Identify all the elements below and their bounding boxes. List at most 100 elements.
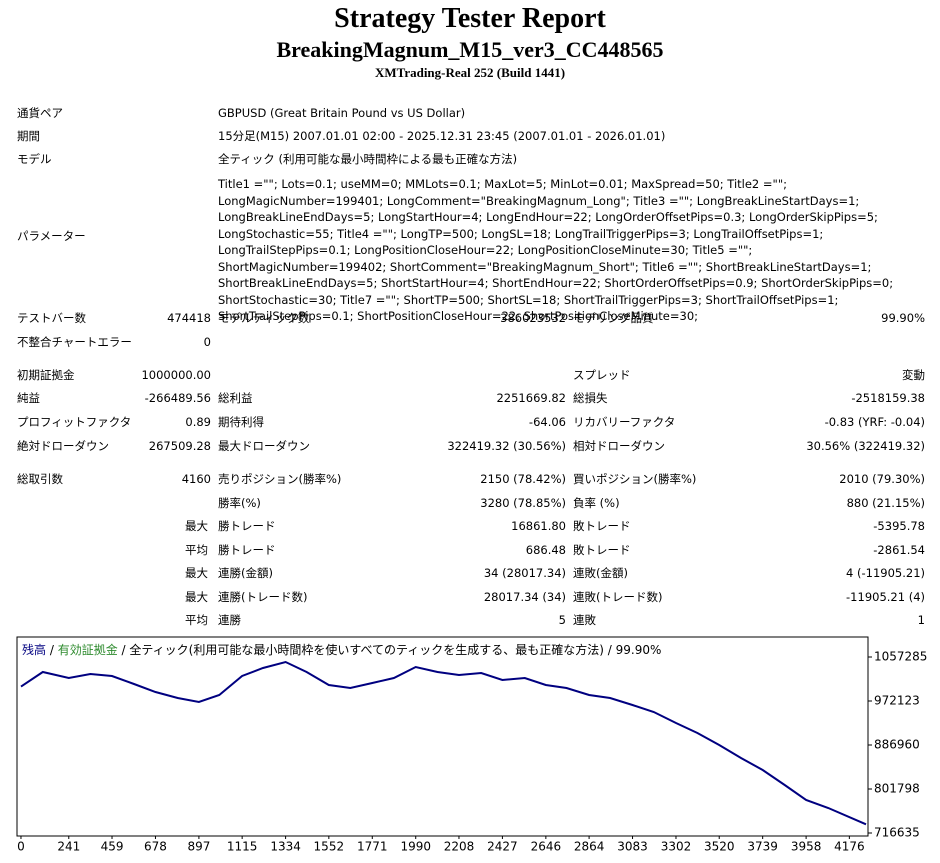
stat-value: 322419.32 (30.56%) xyxy=(447,439,566,453)
legend-balance: 残高 xyxy=(22,642,46,657)
stat-value: 2251669.82 xyxy=(496,391,566,405)
stat-value: 0.89 xyxy=(185,415,211,429)
stat-value: 28017.34 (34) xyxy=(483,590,566,604)
x-tick-label: 1771 xyxy=(357,840,388,854)
x-tick-label: 2864 xyxy=(574,840,605,854)
stat-label: 敗トレード xyxy=(573,543,631,557)
stat-prefix: 平均 xyxy=(185,543,208,557)
legend: 残高 / 有効証拠金 / 全ティック(利用可能な最小時間枠を使いすべてのティック… xyxy=(22,642,661,657)
stat-label: 期待利得 xyxy=(218,415,264,429)
stat-value: 1000000.00 xyxy=(141,368,211,382)
stat-value: 267509.28 xyxy=(148,439,211,453)
stat-label: 勝トレード xyxy=(218,543,276,557)
stat-value: -5395.78 xyxy=(873,519,925,533)
x-tick-label: 459 xyxy=(101,840,124,854)
subtitle: BreakingMagnum_M15_ver3_CC448565 xyxy=(276,37,664,62)
legend-equity: 有効証拠金 xyxy=(58,642,118,657)
x-tick-label: 2646 xyxy=(531,840,562,854)
stat-value: 5 xyxy=(558,613,566,627)
stat-label: 連勝(金額) xyxy=(218,566,273,580)
x-tick-label: 1115 xyxy=(227,840,258,854)
stat-label: 敗トレード xyxy=(573,519,631,533)
x-tick-label: 0 xyxy=(17,840,25,854)
stat-value: 1 xyxy=(917,613,925,627)
y-tick-label: 1057285 xyxy=(874,649,927,663)
stat-value: 2150 (78.42%) xyxy=(480,472,566,486)
x-tick-label: 241 xyxy=(57,840,80,854)
stat-value: 474418 xyxy=(167,311,211,325)
stat-value: -64.06 xyxy=(528,415,566,429)
stat-value: 386023532 xyxy=(500,311,566,325)
info-value: 全ティック (利用可能な最小時間枠による最も正確な方法) xyxy=(218,152,518,166)
info-label: 期間 xyxy=(17,129,40,143)
stat-label: 勝トレード xyxy=(218,519,276,533)
y-tick-label: 886960 xyxy=(874,738,920,752)
stat-label: 負率 (%) xyxy=(573,496,620,510)
stat-label: 初期証拠金 xyxy=(17,368,75,382)
stat-label: 純益 xyxy=(17,391,40,405)
info-label: モデル xyxy=(17,152,52,166)
stat-label: 総利益 xyxy=(218,391,253,405)
stat-value: 34 (28017.34) xyxy=(483,566,566,580)
info-label: 通貨ペア xyxy=(17,106,63,120)
stat-prefix: 最大 xyxy=(185,566,208,580)
x-tick-label: 1990 xyxy=(400,840,431,854)
stat-value: 変動 xyxy=(902,368,925,382)
x-tick-label: 897 xyxy=(187,840,210,854)
x-tick-label: 3958 xyxy=(791,840,822,854)
stat-value: 4 (-11905.21) xyxy=(846,566,925,580)
stat-label: 買いポジション(勝率%) xyxy=(573,472,697,486)
y-tick-label: 972123 xyxy=(874,693,920,707)
x-tick-label: 2427 xyxy=(487,840,518,854)
stat-label: テストバー数 xyxy=(17,311,86,325)
stat-label: 絶対ドローダウン xyxy=(17,439,109,453)
stat-label: 連敗(トレード数) xyxy=(573,590,663,604)
stat-label: 不整合チャートエラー xyxy=(17,335,132,349)
title: Strategy Tester Report xyxy=(334,3,606,34)
stat-label: モデルティック数 xyxy=(218,311,310,325)
stat-value: -266489.56 xyxy=(144,391,211,405)
stat-label: 総損失 xyxy=(573,391,608,405)
x-tick-label: 678 xyxy=(144,840,167,854)
stat-value: -0.83 (YRF: -0.04) xyxy=(824,415,925,429)
stat-label: 連敗 xyxy=(573,613,596,627)
parameters: Title1 =""; Lots=0.1; useMM=0; MMLots=0.… xyxy=(218,177,894,323)
stat-label: 連勝(トレード数) xyxy=(218,590,308,604)
x-tick-label: 3302 xyxy=(661,840,692,854)
legend-separator: / xyxy=(46,643,58,657)
x-tick-label: 1334 xyxy=(270,840,301,854)
stat-value: 686.48 xyxy=(525,543,566,557)
info-value: GBPUSD (Great Britain Pound vs US Dollar… xyxy=(218,106,466,120)
stat-value: 16861.80 xyxy=(511,519,566,533)
balance-line xyxy=(20,660,867,826)
x-tick-label: 3083 xyxy=(617,840,648,854)
x-tick-label: 3520 xyxy=(704,840,735,854)
x-tick-label: 3739 xyxy=(747,840,778,854)
plot-frame xyxy=(16,636,869,837)
x-tick-label: 1552 xyxy=(314,840,345,854)
stat-label: モデリング品質 xyxy=(573,311,654,325)
stat-value: 3280 (78.85%) xyxy=(480,496,566,510)
stat-label: 総取引数 xyxy=(17,472,63,486)
stat-label: 売りポジション(勝率%) xyxy=(218,472,342,486)
stat-label: スプレッド xyxy=(573,368,631,382)
stat-prefix: 最大 xyxy=(185,519,208,533)
build: XMTrading-Real 252 (Build 1441) xyxy=(374,65,566,80)
stat-value: -2518159.38 xyxy=(851,391,925,405)
stat-value: 0 xyxy=(203,335,211,349)
stat-label: 連敗(金額) xyxy=(573,566,628,580)
x-tick-label: 4176 xyxy=(834,840,865,854)
info-value: 15分足(M15) 2007.01.01 02:00 - 2025.12.31 … xyxy=(218,129,666,143)
legend-note: 全ティック(利用可能な最小時間枠を使いすべてのティックを生成する、最も正確な方法… xyxy=(129,642,661,657)
stat-label: リカバリーファクタ xyxy=(573,415,676,429)
stat-value: 2010 (79.30%) xyxy=(839,472,925,486)
legend-separator: / xyxy=(118,643,130,657)
stat-label: 最大ドローダウン xyxy=(218,439,310,453)
stat-value: 99.90% xyxy=(881,311,925,325)
stat-prefix: 最大 xyxy=(185,590,208,604)
stat-value: 30.56% (322419.32) xyxy=(806,439,925,453)
x-tick-label: 2208 xyxy=(444,840,475,854)
info-label: パラメーター xyxy=(17,229,86,243)
